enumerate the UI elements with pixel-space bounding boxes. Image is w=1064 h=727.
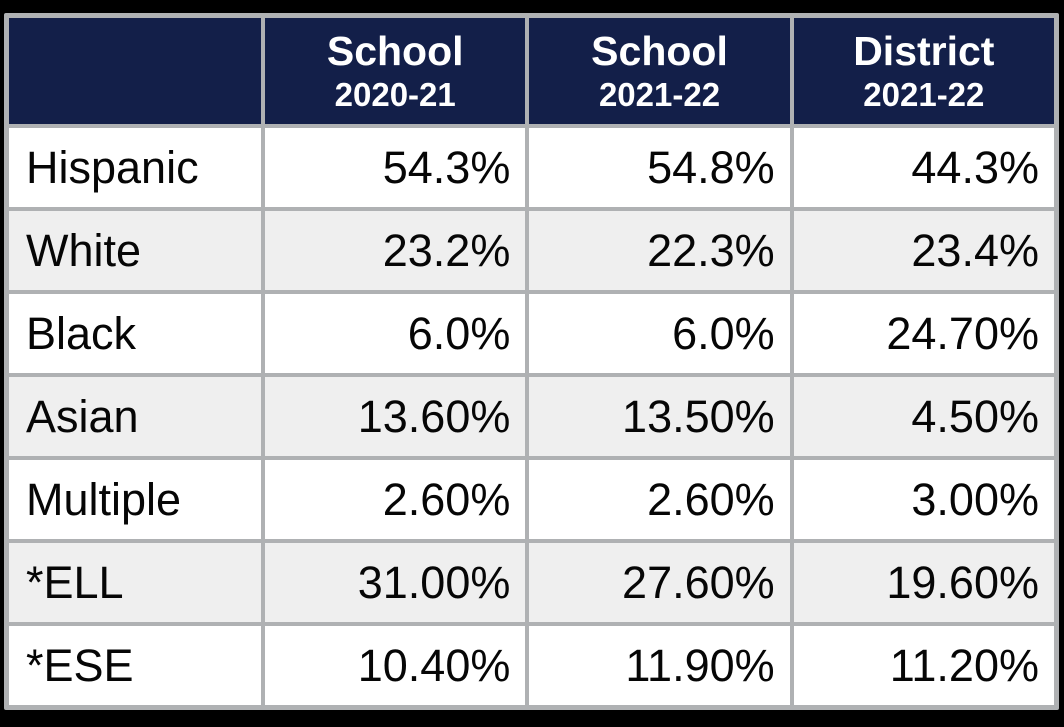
table-row: Black 6.0% 6.0% 24.70% <box>9 294 1054 373</box>
header-row: School 2020-21 School 2021-22 District 2021-2… <box>9 18 1054 124</box>
cell-value: 27.60% <box>529 543 790 622</box>
table-row: *ELL 31.00% 27.60% 19.60% <box>9 543 1054 622</box>
row-label: Multiple <box>9 460 262 539</box>
column-subtitle: 2021-22 <box>863 75 985 113</box>
row-label: Hispanic <box>9 128 262 207</box>
header-cell-blank <box>9 18 262 124</box>
cell-value: 2.60% <box>265 460 526 539</box>
header-cell: School 2021-22 <box>529 18 790 124</box>
cell-value: 54.3% <box>265 128 526 207</box>
table-row: *ESE 10.40% 11.90% 11.20% <box>9 626 1054 705</box>
cell-value: 44.3% <box>793 128 1054 207</box>
cell-value: 54.8% <box>529 128 790 207</box>
demographics-table-frame: School 2020-21 School 2021-22 District 2021-2… <box>4 13 1059 710</box>
cell-value: 3.00% <box>793 460 1054 539</box>
table-row: Hispanic 54.3% 54.8% 44.3% <box>9 128 1054 207</box>
table-row: Asian 13.60% 13.50% 4.50% <box>9 377 1054 456</box>
cell-value: 19.60% <box>793 543 1054 622</box>
table-body: Hispanic 54.3% 54.8% 44.3% White 23.2% 22.3% 23… <box>9 128 1054 705</box>
cell-value: 6.0% <box>529 294 790 373</box>
demographics-table: School 2020-21 School 2021-22 District 2021-2… <box>5 14 1058 709</box>
row-label: White <box>9 211 262 290</box>
cell-value: 31.00% <box>265 543 526 622</box>
column-title: District <box>853 28 995 75</box>
row-label: *ESE <box>9 626 262 705</box>
column-title: School <box>591 28 728 75</box>
column-subtitle: 2021-22 <box>598 75 721 113</box>
cell-value: 11.90% <box>529 626 790 705</box>
cell-value: 6.0% <box>265 294 526 373</box>
header-cell: District 2021-22 <box>793 18 1054 124</box>
cell-value: 23.2% <box>265 211 526 290</box>
header-cell: School 2020-21 <box>265 18 526 124</box>
cell-value: 22.3% <box>529 211 790 290</box>
column-subtitle: 2020-21 <box>334 75 456 113</box>
cell-value: 23.4% <box>793 211 1054 290</box>
cell-value: 10.40% <box>265 626 526 705</box>
cell-value: 2.60% <box>529 460 790 539</box>
cell-value: 11.20% <box>793 626 1054 705</box>
table-row: White 23.2% 22.3% 23.4% <box>9 211 1054 290</box>
table-row: Multiple 2.60% 2.60% 3.00% <box>9 460 1054 539</box>
cell-value: 13.60% <box>265 377 526 456</box>
row-label: Black <box>9 294 262 373</box>
row-label: Asian <box>9 377 262 456</box>
cell-value: 24.70% <box>793 294 1054 373</box>
cell-value: 13.50% <box>529 377 790 456</box>
column-title: School <box>326 28 464 75</box>
table-header: School 2020-21 School 2021-22 District 2021-2… <box>9 18 1054 124</box>
row-label: *ELL <box>9 543 262 622</box>
cell-value: 4.50% <box>793 377 1054 456</box>
